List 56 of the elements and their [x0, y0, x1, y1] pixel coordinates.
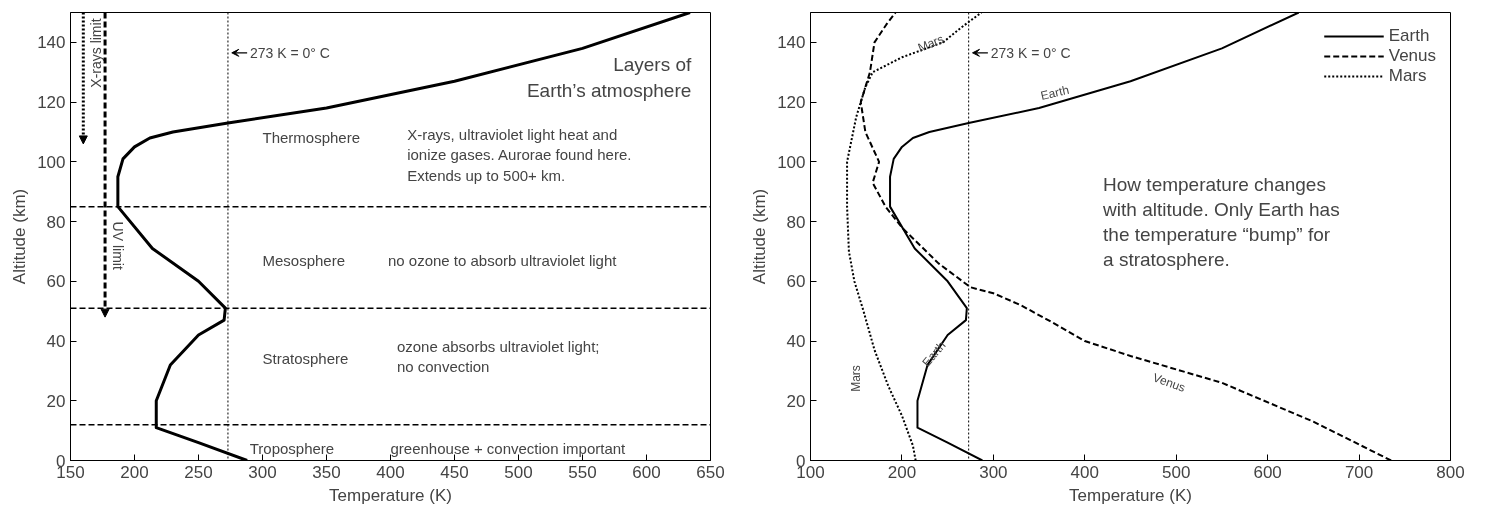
x-tick-label: 800 — [1436, 462, 1465, 482]
annotation: Layers of Earth’s atmosphere — [526, 54, 693, 101]
annotation: Troposphere — [249, 440, 335, 458]
x-tick-label: 200 — [887, 462, 917, 482]
y-tick-label: 120 — [37, 93, 66, 113]
ref-line-label: 273 K = 0° C — [250, 44, 330, 61]
x-tick-label: 450 — [440, 462, 469, 482]
y-tick-label: 120 — [777, 93, 806, 113]
y-tick-label: 80 — [786, 212, 806, 232]
x-tick-label: 250 — [184, 462, 213, 482]
annotation: X-rays limit — [88, 18, 105, 88]
y-tick-label: 60 — [46, 272, 66, 292]
y-tick-label: 20 — [46, 391, 66, 411]
legend-label: Earth — [1388, 26, 1430, 46]
annotation: How temperature changes with altitude. Only Earth has the temperature “bump” for a stratosphere. — [1102, 173, 1340, 271]
y-tick-label: 40 — [786, 332, 806, 352]
annotation: Thermosphere — [262, 129, 361, 147]
x-axis-title: Temperature (K) — [1069, 485, 1192, 505]
y-tick-label: 100 — [37, 152, 66, 172]
annotation: UV limit — [110, 221, 127, 270]
x-tick-label: 400 — [1070, 462, 1099, 482]
x-tick-label: 700 — [1344, 462, 1374, 482]
annotation: greenhouse + convection important — [390, 440, 627, 458]
x-tick-label: 550 — [568, 462, 597, 482]
x-tick-label: 400 — [376, 462, 405, 482]
x-axis-title: Temperature (K) — [329, 485, 452, 505]
annotation: Mesosphere — [262, 251, 346, 269]
x-tick-label: 600 — [1253, 462, 1282, 482]
x-tick-label: 300 — [979, 462, 1008, 482]
x-tick-label: 200 — [120, 462, 149, 482]
x-tick-label: 350 — [312, 462, 341, 482]
y-axis-title: Altitude (km) — [750, 188, 770, 285]
y-tick-label: 100 — [777, 152, 806, 172]
annotation: Mars — [849, 365, 864, 392]
y-tick-label: 20 — [786, 391, 806, 411]
annotation: Mars — [915, 31, 946, 55]
y-axis-title: Altitude (km) — [10, 188, 30, 285]
x-tick-label: 600 — [632, 462, 661, 482]
annotation: ozone absorbs ultraviolet light; no convection — [396, 338, 600, 376]
annotation: Venus — [1150, 370, 1188, 395]
y-tick-label: 140 — [37, 33, 66, 53]
y-tick-label: 80 — [46, 212, 66, 232]
ref-line-label: 273 K = 0° C — [990, 44, 1071, 61]
annotation: Earth — [1039, 82, 1071, 103]
annotation: Stratosphere — [262, 350, 349, 368]
y-tick-label: 140 — [777, 33, 806, 53]
x-tick-label: 650 — [696, 462, 725, 482]
y-tick-label: 60 — [786, 272, 806, 292]
annotation: X-rays, ultraviolet light heat and ionize gases. Aurorae found here. Extends up to 500+ km. — [407, 125, 632, 184]
x-tick-label: 500 — [504, 462, 533, 482]
x-tick-label: 500 — [1162, 462, 1191, 482]
annotation: no ozone to absorb ultraviolet light — [387, 251, 618, 269]
x-tick-label: 300 — [248, 462, 277, 482]
legend-label: Mars — [1388, 66, 1427, 86]
legend-label: Venus — [1388, 46, 1436, 66]
y-tick-label: 40 — [46, 332, 66, 352]
